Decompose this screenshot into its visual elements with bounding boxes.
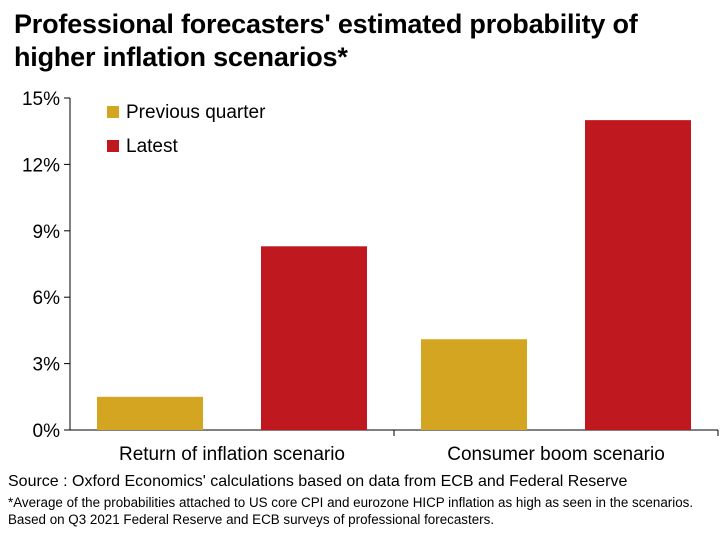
legend-swatch bbox=[107, 106, 119, 118]
y-tick-label: 9% bbox=[33, 222, 61, 243]
bar-chart: 0% 3% 6% 9% 12% 15% Return of inflation scenar… bbox=[22, 89, 719, 465]
legend-label: Latest bbox=[126, 136, 178, 157]
footnote: *Average of the probabilities attached t… bbox=[8, 495, 694, 527]
x-category-label: Return of inflation scenario bbox=[119, 444, 345, 465]
y-tick-label: 12% bbox=[22, 155, 60, 176]
y-tick-label: 0% bbox=[33, 421, 61, 442]
source-note: Source : Oxford Economics' calculations … bbox=[8, 473, 628, 490]
bar-previous-quarter bbox=[421, 339, 527, 430]
bar-latest bbox=[585, 120, 691, 430]
y-tick-label: 15% bbox=[22, 89, 60, 110]
legend-label: Previous quarter bbox=[126, 102, 266, 123]
legend-swatch bbox=[107, 140, 119, 152]
chart-title: Professional forecasters' estimated prob… bbox=[14, 9, 638, 72]
bar-latest bbox=[261, 246, 367, 430]
y-tick-label: 3% bbox=[33, 355, 61, 376]
bar-previous-quarter bbox=[97, 396, 203, 430]
notes: Source : Oxford Economics' calculations … bbox=[8, 471, 718, 528]
x-category-label: Consumer boom scenario bbox=[447, 444, 665, 465]
y-tick-label: 6% bbox=[33, 288, 61, 309]
